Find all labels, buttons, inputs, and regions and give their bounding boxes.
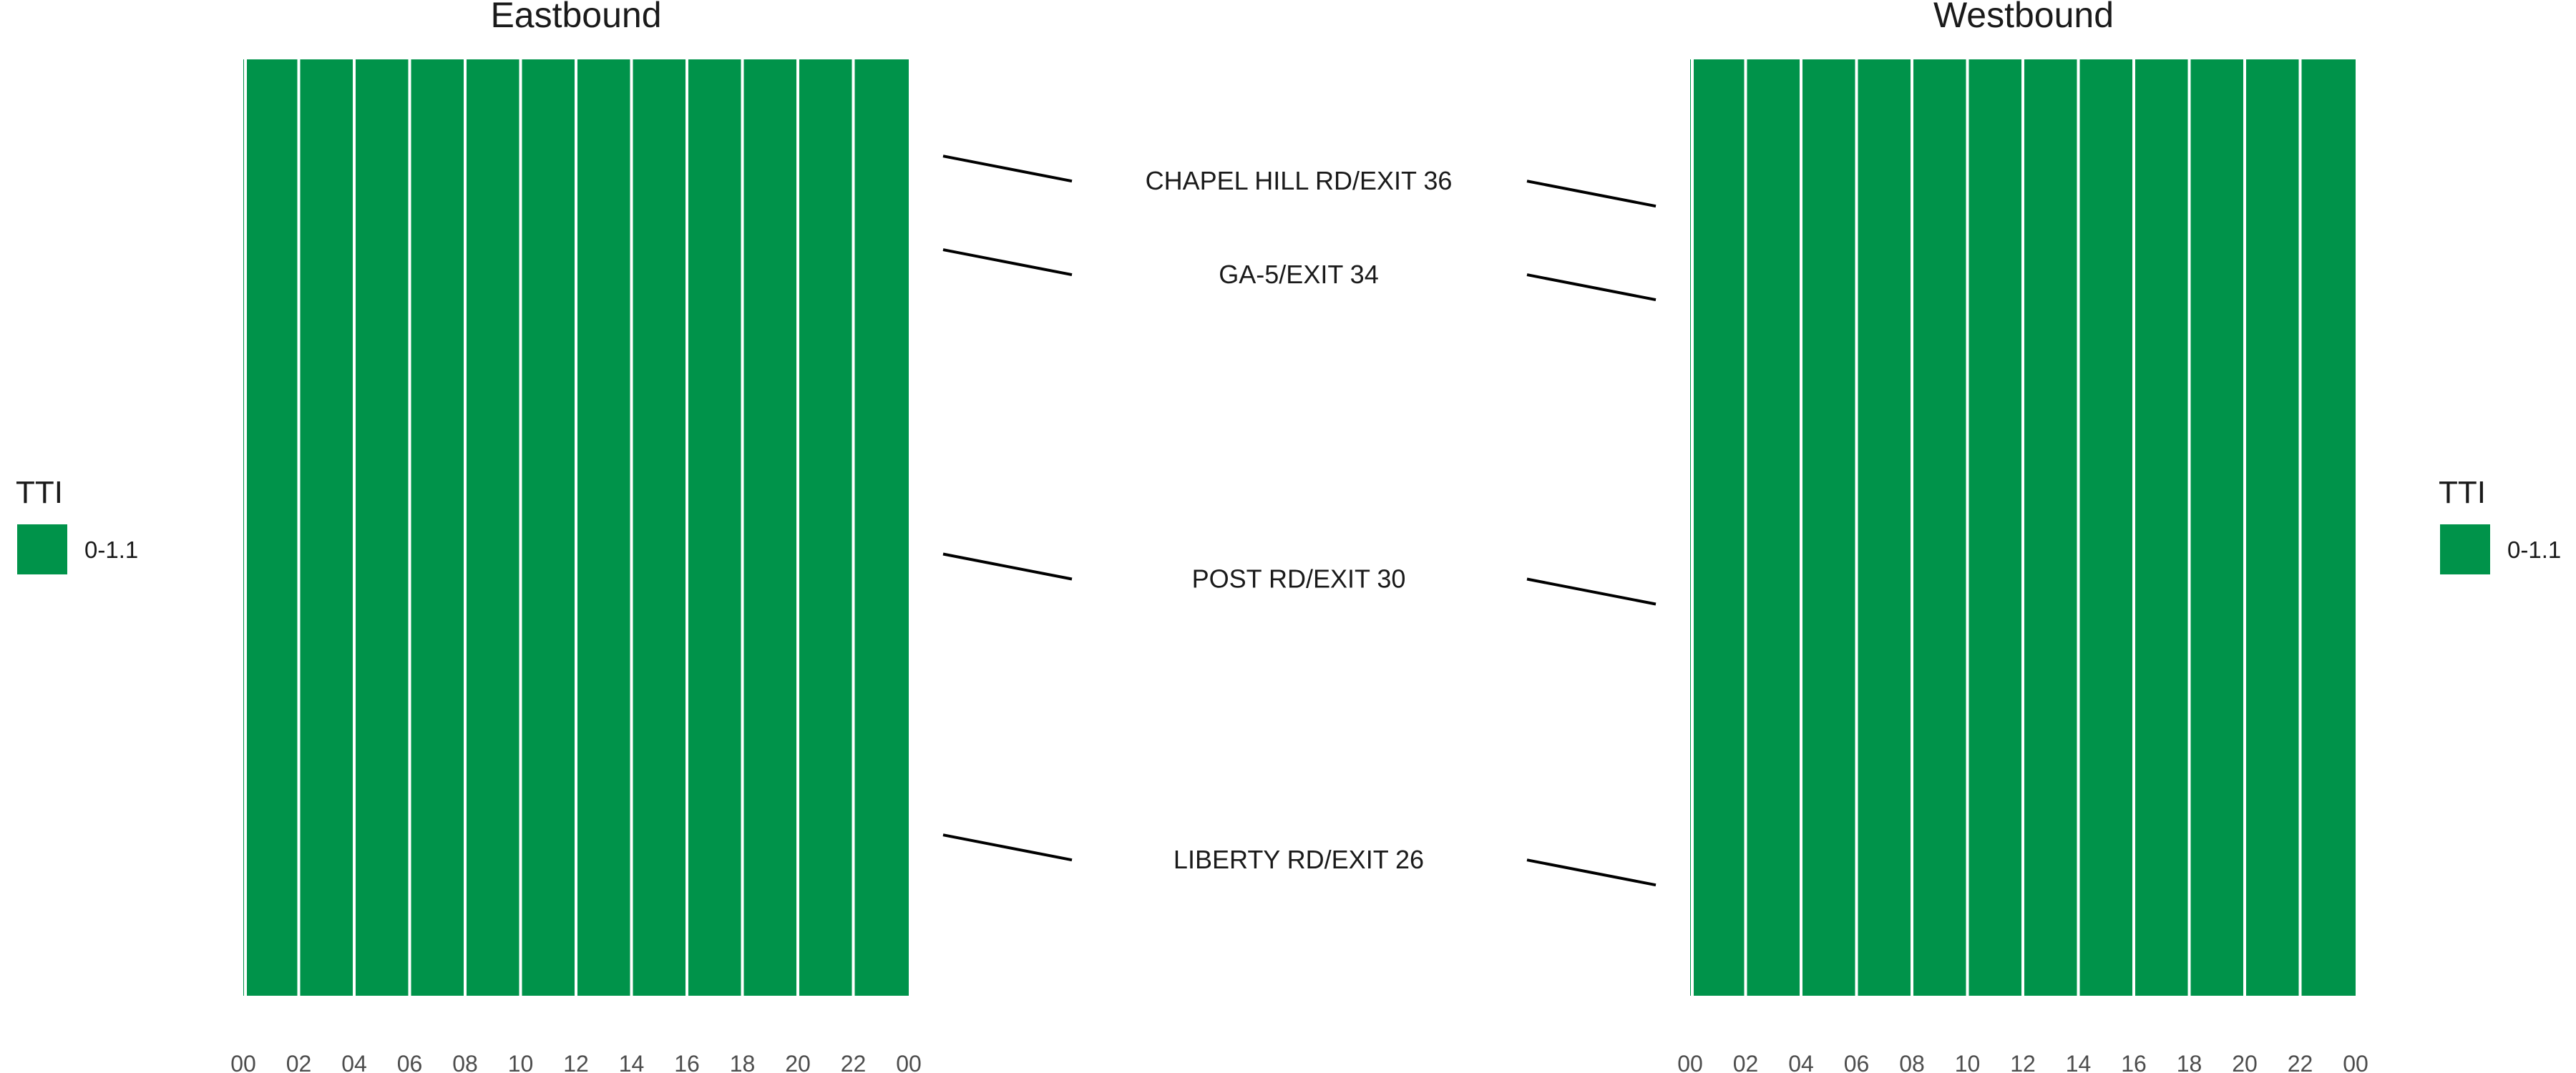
eastbound-heatmap-cell [520, 59, 576, 996]
westbound-x-tick-label: 10 [1955, 1051, 1981, 1073]
westbound-x-tick-label: 00 [2343, 1051, 2368, 1073]
eastbound-legend-title: TTI [16, 475, 63, 510]
westbound-x-tick-label: 16 [2121, 1051, 2147, 1073]
eastbound-x-tick-label: 22 [841, 1051, 867, 1073]
eastbound-legend-swatch [17, 524, 67, 574]
eastbound-x-tick-label: 16 [674, 1051, 700, 1073]
exit-label: CHAPEL HILL RD/EXIT 36 [1146, 166, 1453, 195]
eastbound-x-tick-label: 02 [286, 1051, 312, 1073]
westbound-heatmap-cell [1912, 59, 1968, 996]
westbound-heatmap-cell [1690, 59, 1746, 996]
westbound-heatmap-cell [2134, 59, 2190, 996]
westbound-heatmap-cell [2245, 59, 2301, 996]
eastbound-x-tick-label: 10 [508, 1051, 534, 1073]
westbound-x-tick-label: 18 [2177, 1051, 2202, 1073]
eastbound-x-tick-label: 00 [896, 1051, 922, 1073]
westbound-x-tick-label: 06 [1844, 1051, 1870, 1073]
exit-connector-left [942, 833, 1073, 862]
eastbound-x-tick-label: 20 [785, 1051, 811, 1073]
eastbound-heatmap-cell [465, 59, 521, 996]
westbound-heatmap-cell [1801, 59, 1857, 996]
westbound-x-tick-label: 00 [1677, 1051, 1703, 1073]
westbound-legend-swatch [2440, 524, 2490, 574]
eastbound-x-tick-label: 08 [452, 1051, 478, 1073]
westbound-panel-title: Westbound [1933, 0, 2114, 35]
westbound-heatmap-cell [2300, 59, 2356, 996]
eastbound-heatmap-cell [354, 59, 410, 996]
westbound-x-tick-label: 04 [1788, 1051, 1814, 1073]
exit-connector-right [1526, 858, 1657, 887]
eastbound-heatmap-cell [631, 59, 687, 996]
westbound-heatmap-cell [2078, 59, 2134, 996]
westbound-x-tick-label: 22 [2288, 1051, 2313, 1073]
eastbound-heatmap-cell [798, 59, 854, 996]
westbound-heatmap-cell [1967, 59, 2023, 996]
eastbound-x-tick-label: 04 [341, 1051, 367, 1073]
eastbound-heatmap-cell [853, 59, 909, 996]
exit-label: GA-5/EXIT 34 [1219, 260, 1378, 289]
exit-connector-right [1526, 273, 1657, 302]
eastbound-heatmap-cell [742, 59, 798, 996]
eastbound-x-tick-label: 06 [397, 1051, 423, 1073]
westbound-legend-title: TTI [2439, 475, 2486, 510]
exit-connector-right [1526, 577, 1657, 606]
eastbound-x-tick-label: 18 [730, 1051, 756, 1073]
westbound-heatmap-cell [2023, 59, 2079, 996]
westbound-heatmap-cell [1856, 59, 1912, 996]
eastbound-panel-title: Eastbound [490, 0, 661, 35]
eastbound-x-tick-label: 12 [563, 1051, 589, 1073]
westbound-legend-label: 0-1.1 [2507, 536, 2561, 563]
eastbound-heatmap-cell [687, 59, 743, 996]
eastbound-legend-label: 0-1.1 [84, 536, 138, 563]
eastbound-heatmap-cell [243, 59, 299, 996]
exit-label: LIBERTY RD/EXIT 26 [1174, 845, 1424, 874]
westbound-heatmap-cell [2189, 59, 2245, 996]
westbound-x-tick-label: 08 [1899, 1051, 1925, 1073]
eastbound-heatmap-cell [409, 59, 465, 996]
eastbound-heatmap-cell [298, 59, 354, 996]
westbound-x-tick-label: 14 [2066, 1051, 2092, 1073]
exit-connector-left [942, 248, 1073, 277]
westbound-heatmap-cell [1745, 59, 1801, 996]
eastbound-heatmap-cell [576, 59, 632, 996]
exit-connector-left [942, 155, 1073, 183]
exit-connector-left [942, 552, 1073, 581]
westbound-x-tick-label: 20 [2232, 1051, 2258, 1073]
westbound-x-tick-label: 02 [1733, 1051, 1759, 1073]
exit-label: POST RD/EXIT 30 [1192, 564, 1406, 593]
eastbound-x-tick-label: 14 [619, 1051, 645, 1073]
eastbound-x-tick-label: 00 [230, 1051, 256, 1073]
westbound-x-tick-label: 12 [2010, 1051, 2036, 1073]
exit-connector-right [1526, 180, 1657, 208]
